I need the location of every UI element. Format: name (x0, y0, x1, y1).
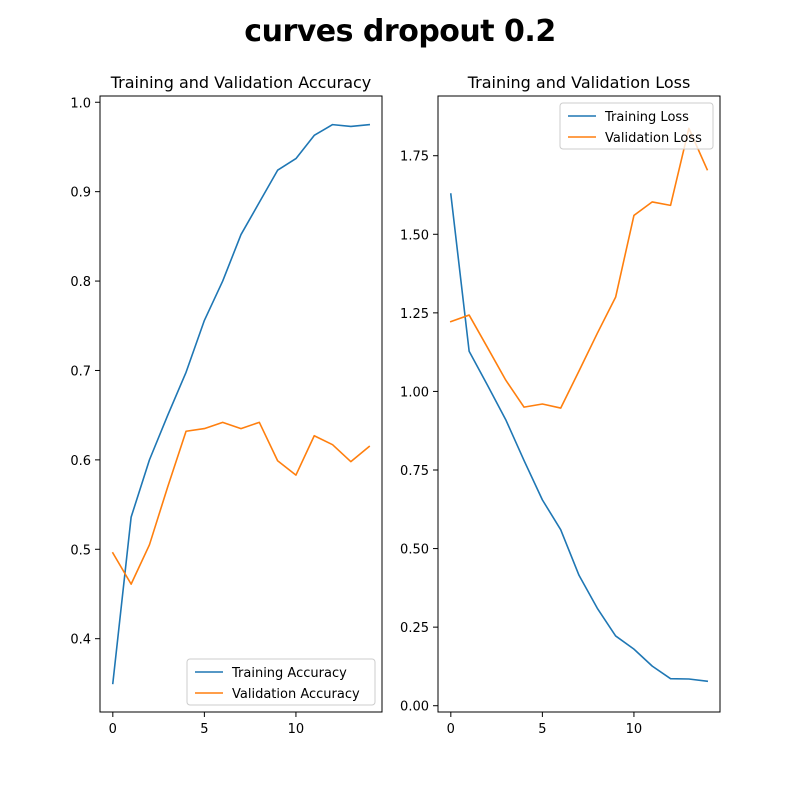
loss-x-tick-label: 10 (626, 722, 643, 737)
loss-x-tick-label: 5 (538, 722, 546, 737)
loss-y-tick-label: 1.50 (400, 228, 429, 243)
accuracy-y-tick-label: 0.9 (70, 186, 91, 201)
loss-y-tick-label: 0.25 (400, 621, 429, 636)
accuracy-y-tick-label: 0.7 (70, 364, 91, 379)
accuracy-y-tick-label: 0.6 (70, 454, 91, 469)
loss-y-tick-label: 0.75 (400, 464, 429, 479)
accuracy-legend: Training Accuracy Validation Accuracy (186, 658, 376, 706)
loss-y-tick-label: 0.00 (400, 700, 429, 715)
accuracy-series-line-training (111, 123, 371, 685)
accuracy-chart-title: Training and Validation Accuracy (110, 73, 372, 92)
loss-plot-area (449, 127, 709, 683)
accuracy-plot-area (111, 123, 371, 685)
loss-legend: Training Loss Validation Loss (559, 102, 714, 150)
accuracy-y-tick-label: 0.5 (70, 543, 91, 558)
loss-legend-label: Training Loss (604, 110, 689, 125)
loss-series-line-validation (449, 127, 709, 409)
accuracy-x-tick-label: 5 (200, 722, 208, 737)
loss-axes-frame (437, 95, 721, 713)
loss-y-tick-label: 1.00 (400, 385, 429, 400)
loss-y-tick-label: 1.25 (400, 307, 429, 322)
accuracy-y-tick-label: 0.8 (70, 275, 91, 290)
accuracy-series-line-validation (111, 421, 371, 585)
accuracy-y-tick-label: 1.0 (70, 96, 91, 111)
loss-series-line-training (449, 193, 709, 683)
loss-chart-title: Training and Validation Loss (467, 73, 691, 92)
accuracy-chart: Training and Validation Accuracy Trainin… (70, 73, 383, 737)
accuracy-y-tick-label: 0.4 (70, 633, 91, 648)
loss-legend-box (559, 102, 714, 150)
accuracy-legend-label: Validation Accuracy (232, 687, 360, 702)
loss-x-tick-label: 0 (447, 722, 455, 737)
loss-legend-label: Validation Loss (605, 131, 702, 146)
accuracy-legend-label: Training Accuracy (231, 666, 347, 681)
accuracy-legend-box (186, 658, 376, 706)
loss-y-tick-label: 1.75 (400, 150, 429, 165)
accuracy-x-tick-label: 0 (109, 722, 117, 737)
accuracy-axes-frame (99, 95, 383, 713)
accuracy-x-tick-label: 10 (288, 722, 305, 737)
figure-title: curves dropout 0.2 (244, 14, 556, 49)
loss-y-tick-label: 0.50 (400, 543, 429, 558)
loss-chart: Training and Validation Loss Training Lo… (400, 73, 721, 737)
